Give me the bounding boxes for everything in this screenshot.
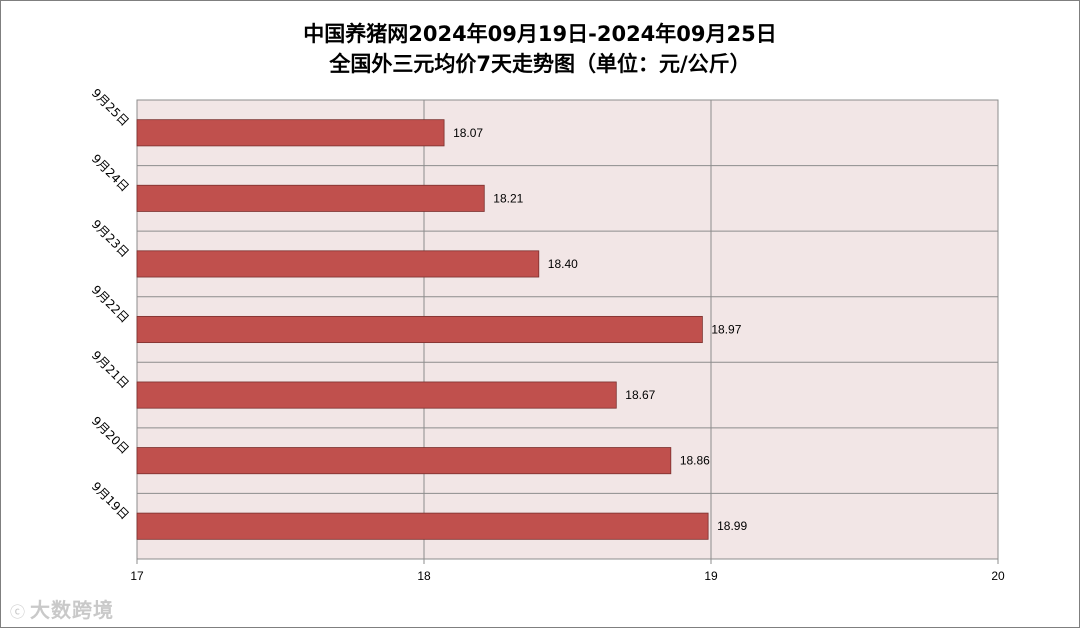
y-category-label: 9月24日	[89, 151, 132, 194]
y-category-label: 9月23日	[89, 217, 132, 260]
watermark-text: 大数跨境	[30, 598, 115, 622]
data-label: 18.86	[680, 454, 710, 468]
data-label: 18.40	[548, 257, 578, 271]
chart-title-line1: 中国养猪网2024年09月19日-2024年09月25日	[303, 22, 777, 46]
bar	[136, 315, 703, 344]
data-label: 18.99	[717, 519, 747, 533]
chart-title-line2: 全国外三元均价7天走势图（单位：元/公斤）	[329, 52, 751, 76]
data-label: 18.07	[453, 126, 483, 140]
y-category-label: 9月22日	[89, 283, 132, 326]
y-category-label: 9月19日	[89, 479, 132, 522]
watermark-logo-icon: ⓒ	[10, 603, 27, 621]
watermark: ⓒ 大数跨境	[10, 594, 114, 623]
data-label: 18.21	[493, 191, 523, 205]
bar	[136, 447, 672, 475]
x-tick-label: 19	[704, 569, 718, 583]
bar	[136, 250, 540, 278]
y-category-label: 9月25日	[89, 86, 132, 129]
y-category-label: 9月20日	[89, 414, 132, 457]
x-tick-label: 17	[130, 569, 144, 583]
bar	[136, 512, 709, 540]
bar	[136, 119, 445, 147]
data-label: 18.67	[625, 388, 655, 402]
y-category-label: 9月21日	[89, 348, 132, 391]
data-label: 18.97	[711, 323, 741, 337]
bar	[136, 184, 485, 212]
x-tick-label: 20	[991, 569, 1005, 583]
x-tick-label: 18	[417, 569, 431, 583]
bar	[136, 381, 617, 409]
